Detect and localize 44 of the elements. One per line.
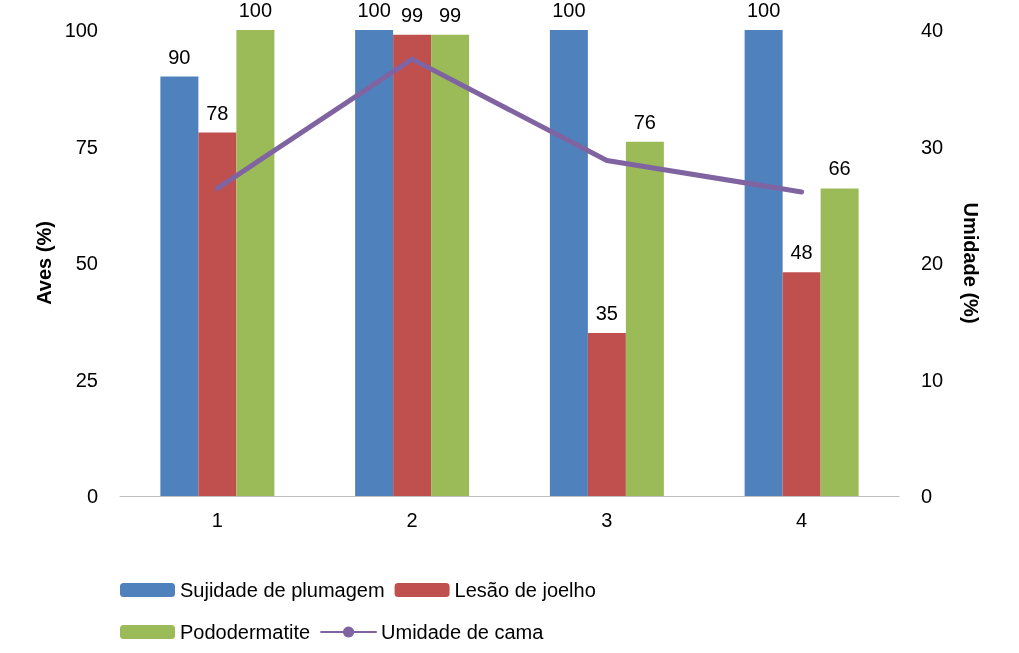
data-label: 100 — [357, 0, 391, 21]
y2-axis-title: Umidade (%) — [960, 202, 982, 324]
bar — [236, 30, 275, 496]
data-label: 99 — [439, 3, 462, 26]
legend-label: Sujidade de plumagem — [180, 579, 385, 601]
data-label: 99 — [401, 3, 424, 26]
y2-tick-label: 0 — [921, 485, 933, 507]
bar — [160, 76, 199, 496]
data-label: 48 — [790, 241, 813, 264]
y2-tick-label: 20 — [921, 252, 944, 274]
y-tick-label: 0 — [86, 485, 98, 507]
bar — [782, 272, 821, 496]
y-tick-label: 50 — [75, 252, 98, 274]
data-label: 35 — [595, 301, 618, 324]
bar — [355, 30, 394, 496]
bar — [198, 132, 237, 496]
bar — [744, 30, 783, 496]
y-axis-title: Aves (%) — [32, 221, 55, 305]
bar — [393, 34, 432, 496]
x-tick-label: 4 — [796, 509, 808, 531]
data-label: 78 — [206, 101, 229, 124]
data-label: 66 — [828, 157, 851, 180]
legend-label: Pododermatite — [180, 621, 311, 643]
legend-label: Umidade de cama — [381, 621, 545, 643]
data-label: 100 — [552, 0, 586, 21]
data-label: 100 — [746, 0, 781, 21]
data-label: 76 — [633, 110, 656, 133]
legend-label: Lesão de joelho — [454, 579, 596, 601]
x-tick-label: 2 — [406, 509, 418, 531]
y2-tick-label: 30 — [921, 135, 944, 158]
data-label: 100 — [238, 0, 273, 21]
x-tick-label: 1 — [211, 509, 223, 531]
bar — [625, 141, 664, 496]
bar — [431, 34, 470, 496]
y-tick-label: 75 — [75, 135, 98, 158]
y-tick-label: 25 — [75, 368, 98, 391]
y2-tick-label: 40 — [921, 19, 944, 41]
bar — [587, 332, 626, 496]
bar — [820, 188, 859, 496]
y2-tick-label: 10 — [921, 368, 944, 391]
x-tick-label: 3 — [601, 509, 613, 531]
bar — [549, 30, 588, 496]
y-tick-label: 100 — [64, 19, 98, 41]
data-label: 90 — [168, 45, 191, 68]
